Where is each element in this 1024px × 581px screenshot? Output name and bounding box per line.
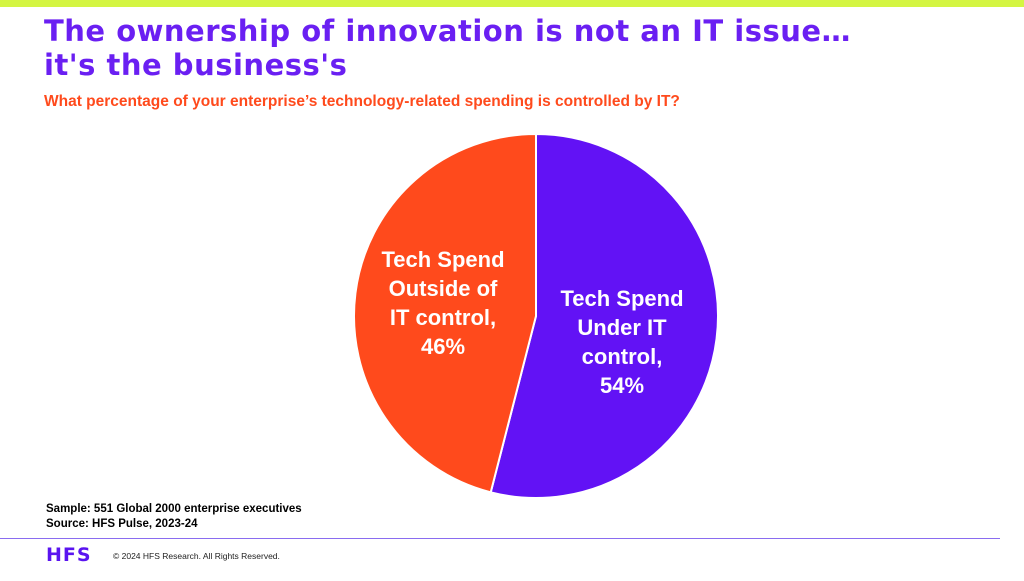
pie-label-under-it: Tech Spend Under IT control, 54%: [560, 286, 683, 398]
source-note: Source: HFS Pulse, 2023-24: [46, 518, 198, 530]
pie-label-line: Under IT: [577, 315, 667, 340]
pie-slice-under-it: [489, 132, 719, 499]
pie-label-line: 46%: [421, 334, 465, 359]
top-accent-bar: [0, 0, 1024, 7]
footer-divider: [0, 538, 1000, 539]
slide-subtitle: What percentage of your enterprise’s tec…: [44, 93, 680, 110]
slide-title-line-1: The ownership of innovation is not an IT…: [44, 14, 852, 48]
pie-label-line: IT control,: [390, 305, 496, 330]
pie-slice-outside-it: [353, 132, 537, 494]
slide-title-line-2: it's the business's: [44, 48, 348, 82]
pie-label-line: Tech Spend: [560, 286, 683, 311]
copyright-text: © 2024 HFS Research. All Rights Reserved…: [113, 551, 280, 561]
pie-label-line: Outside of: [389, 276, 498, 301]
hfs-logo: HFS: [46, 544, 92, 566]
pie-label-line: Tech Spend: [381, 247, 504, 272]
pie-label-line: control,: [582, 344, 663, 369]
sample-note: Sample: 551 Global 2000 enterprise execu…: [46, 503, 302, 515]
pie-label-line: 54%: [600, 373, 644, 398]
slide-title: The ownership of innovation is not an IT…: [44, 14, 1004, 82]
pie-label-outside-it: Tech Spend Outside of IT control, 46%: [381, 247, 504, 359]
chart-notes: Sample: 551 Global 2000 enterprise execu…: [46, 502, 302, 532]
